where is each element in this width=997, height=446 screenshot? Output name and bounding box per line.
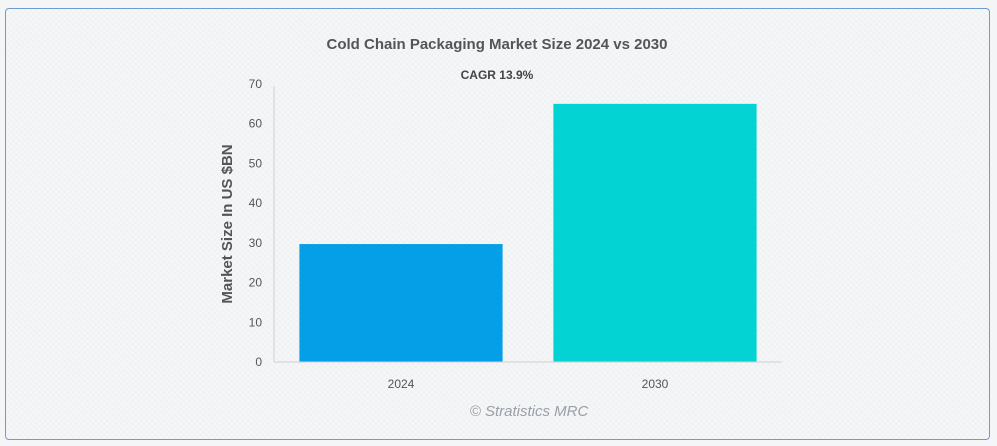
y-tick-label: 40	[249, 196, 263, 210]
y-axis: 0 10 20 30 40 50 60 70	[249, 77, 263, 369]
x-tick-label: 2030	[642, 377, 669, 391]
y-tick-label: 50	[249, 156, 263, 170]
watermark: © Stratistics MRC	[470, 403, 589, 420]
bar-group	[299, 103, 757, 362]
y-tick-label: 0	[255, 355, 262, 369]
y-tick-label: 60	[249, 117, 263, 131]
y-tick-label: 70	[249, 77, 263, 91]
y-tick-label: 10	[249, 315, 263, 329]
bar-2024	[299, 244, 503, 362]
x-tick-label: 2024	[388, 377, 415, 391]
chart-subtitle: CAGR 13.9%	[461, 68, 534, 82]
y-axis-label: Market Size In US $BN	[219, 144, 236, 303]
chart-title: Cold Chain Packaging Market Size 2024 vs…	[327, 36, 668, 53]
bar-2030	[553, 103, 757, 362]
chart-frame	[5, 8, 990, 440]
y-tick-label: 30	[249, 236, 263, 250]
x-axis: 2024 2030	[388, 377, 669, 391]
y-tick-label: 20	[249, 276, 263, 290]
